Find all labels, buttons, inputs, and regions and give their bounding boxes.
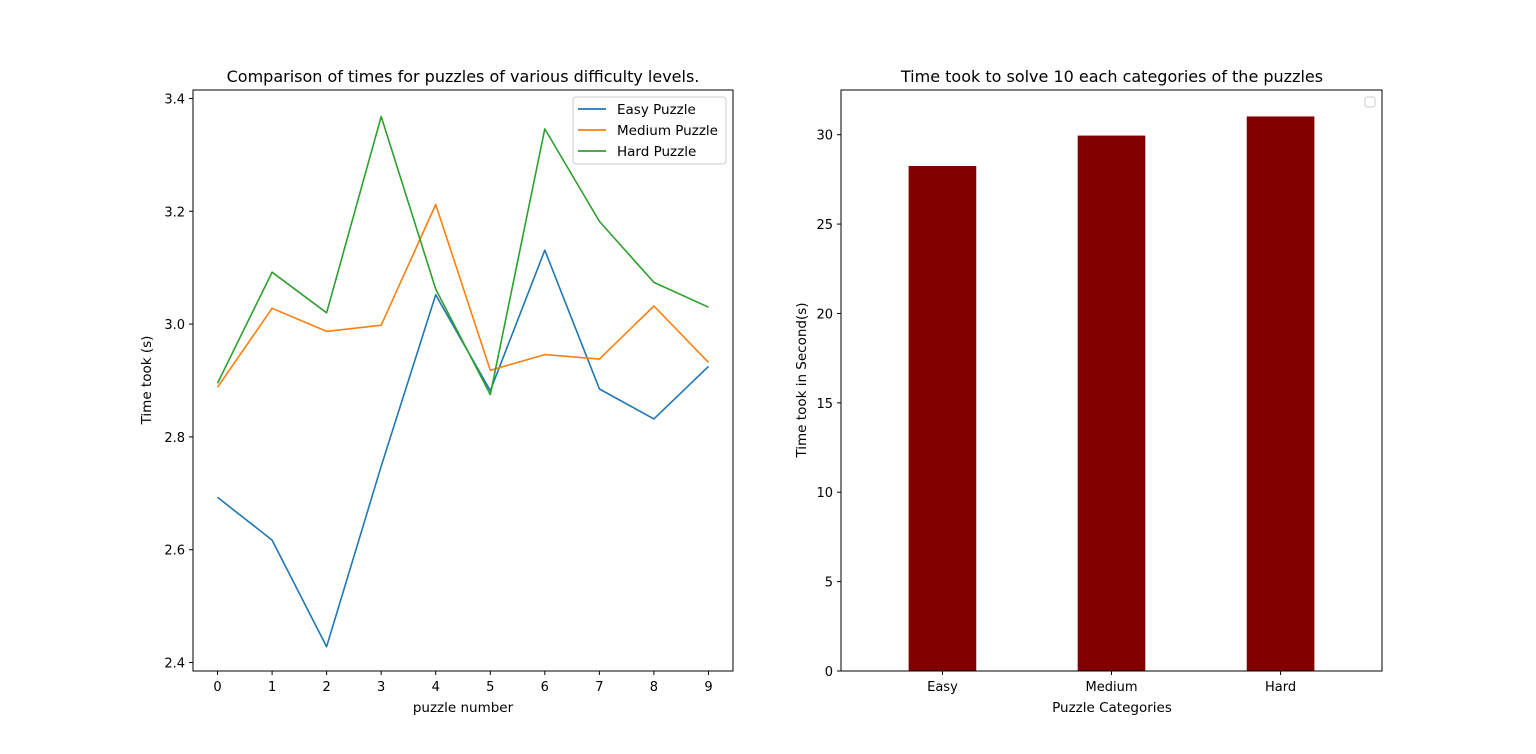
series-line-medium-puzzle (216, 203, 710, 388)
bar-chart: Time took to solve 10 each categories of… (794, 67, 1383, 716)
line-chart-x-tick-label: 7 (595, 680, 603, 695)
bar-chart-x-tick-label: Medium (1086, 680, 1138, 695)
bar-chart-y-label: Time took in Second(s) (794, 302, 810, 458)
bar-chart-x-ticks: Easy Medium Hard (927, 671, 1296, 695)
bar-chart-title: Time took to solve 10 each categories of… (900, 67, 1323, 86)
bar-chart-y-tick-label: 20 (816, 307, 833, 322)
line-chart-y-tick-label: 3.4 (164, 92, 185, 107)
line-chart-x-tick-label: 3 (377, 680, 385, 695)
line-chart-x-tick-label: 0 (213, 680, 221, 695)
line-chart-x-tick-label: 2 (322, 680, 330, 695)
line-chart-x-tick-label: 6 (541, 680, 549, 695)
bar-chart-y-ticks: 0 5 10 15 20 25 30 (816, 129, 841, 680)
line-chart-y-label: Time took (s) (139, 336, 155, 426)
line-chart: Comparison of times for puzzles of vario… (139, 67, 734, 716)
bar-medium (1077, 135, 1146, 671)
bar-chart-empty-legend (1364, 96, 1376, 108)
line-chart-series (216, 115, 710, 648)
line-chart-y-tick-label: 2.4 (164, 657, 185, 672)
bar-chart-y-tick-label: 0 (825, 665, 833, 680)
line-chart-y-ticks: 2.4 2.6 2.8 3.0 3.2 3.4 (164, 92, 193, 672)
bar-chart-y-tick-label: 5 (825, 576, 833, 591)
line-chart-plot-area (192, 89, 734, 672)
bar-chart-x-tick-label: Easy (927, 680, 958, 695)
series-line-hard-puzzle (216, 115, 709, 396)
bar-chart-x-tick-label: Hard (1265, 680, 1296, 695)
line-chart-x-ticks: 0 1 2 3 4 5 6 7 8 9 (213, 671, 713, 695)
bar-chart-bars (908, 116, 1315, 672)
line-chart-y-tick-label: 2.6 (164, 544, 185, 559)
line-chart-x-tick-label: 5 (486, 680, 494, 695)
bar-hard (1246, 116, 1315, 672)
line-chart-y-tick-label: 3.2 (164, 205, 185, 220)
bar-chart-y-tick-label: 15 (816, 397, 833, 412)
line-chart-y-tick-label: 2.8 (164, 431, 185, 446)
line-chart-legend-box (572, 96, 727, 165)
line-chart-x-tick-label: 4 (432, 680, 440, 695)
line-chart-x-label: puzzle number (413, 700, 514, 716)
line-chart-legend: Easy Puzzle Medium Puzzle Hard Puzzle (572, 96, 727, 165)
legend-label-hard-puzzle: Hard Puzzle (617, 144, 696, 160)
series-line-easy-puzzle (217, 249, 710, 648)
bar-easy (908, 165, 977, 671)
legend-label-medium-puzzle: Medium Puzzle (617, 123, 718, 139)
bar-chart-x-label: Puzzle Categories (1052, 700, 1172, 716)
line-chart-y-tick-label: 3.0 (164, 318, 185, 333)
bar-chart-y-tick-label: 25 (816, 218, 833, 233)
legend-label-easy-puzzle: Easy Puzzle (617, 102, 696, 118)
line-chart-title: Comparison of times for puzzles of vario… (227, 67, 700, 86)
bar-chart-y-tick-label: 30 (816, 129, 833, 144)
bar-chart-y-tick-label: 10 (816, 486, 833, 501)
line-chart-x-tick-label: 8 (650, 680, 658, 695)
line-chart-x-tick-label: 1 (268, 680, 276, 695)
line-chart-x-tick-label: 9 (704, 680, 712, 695)
